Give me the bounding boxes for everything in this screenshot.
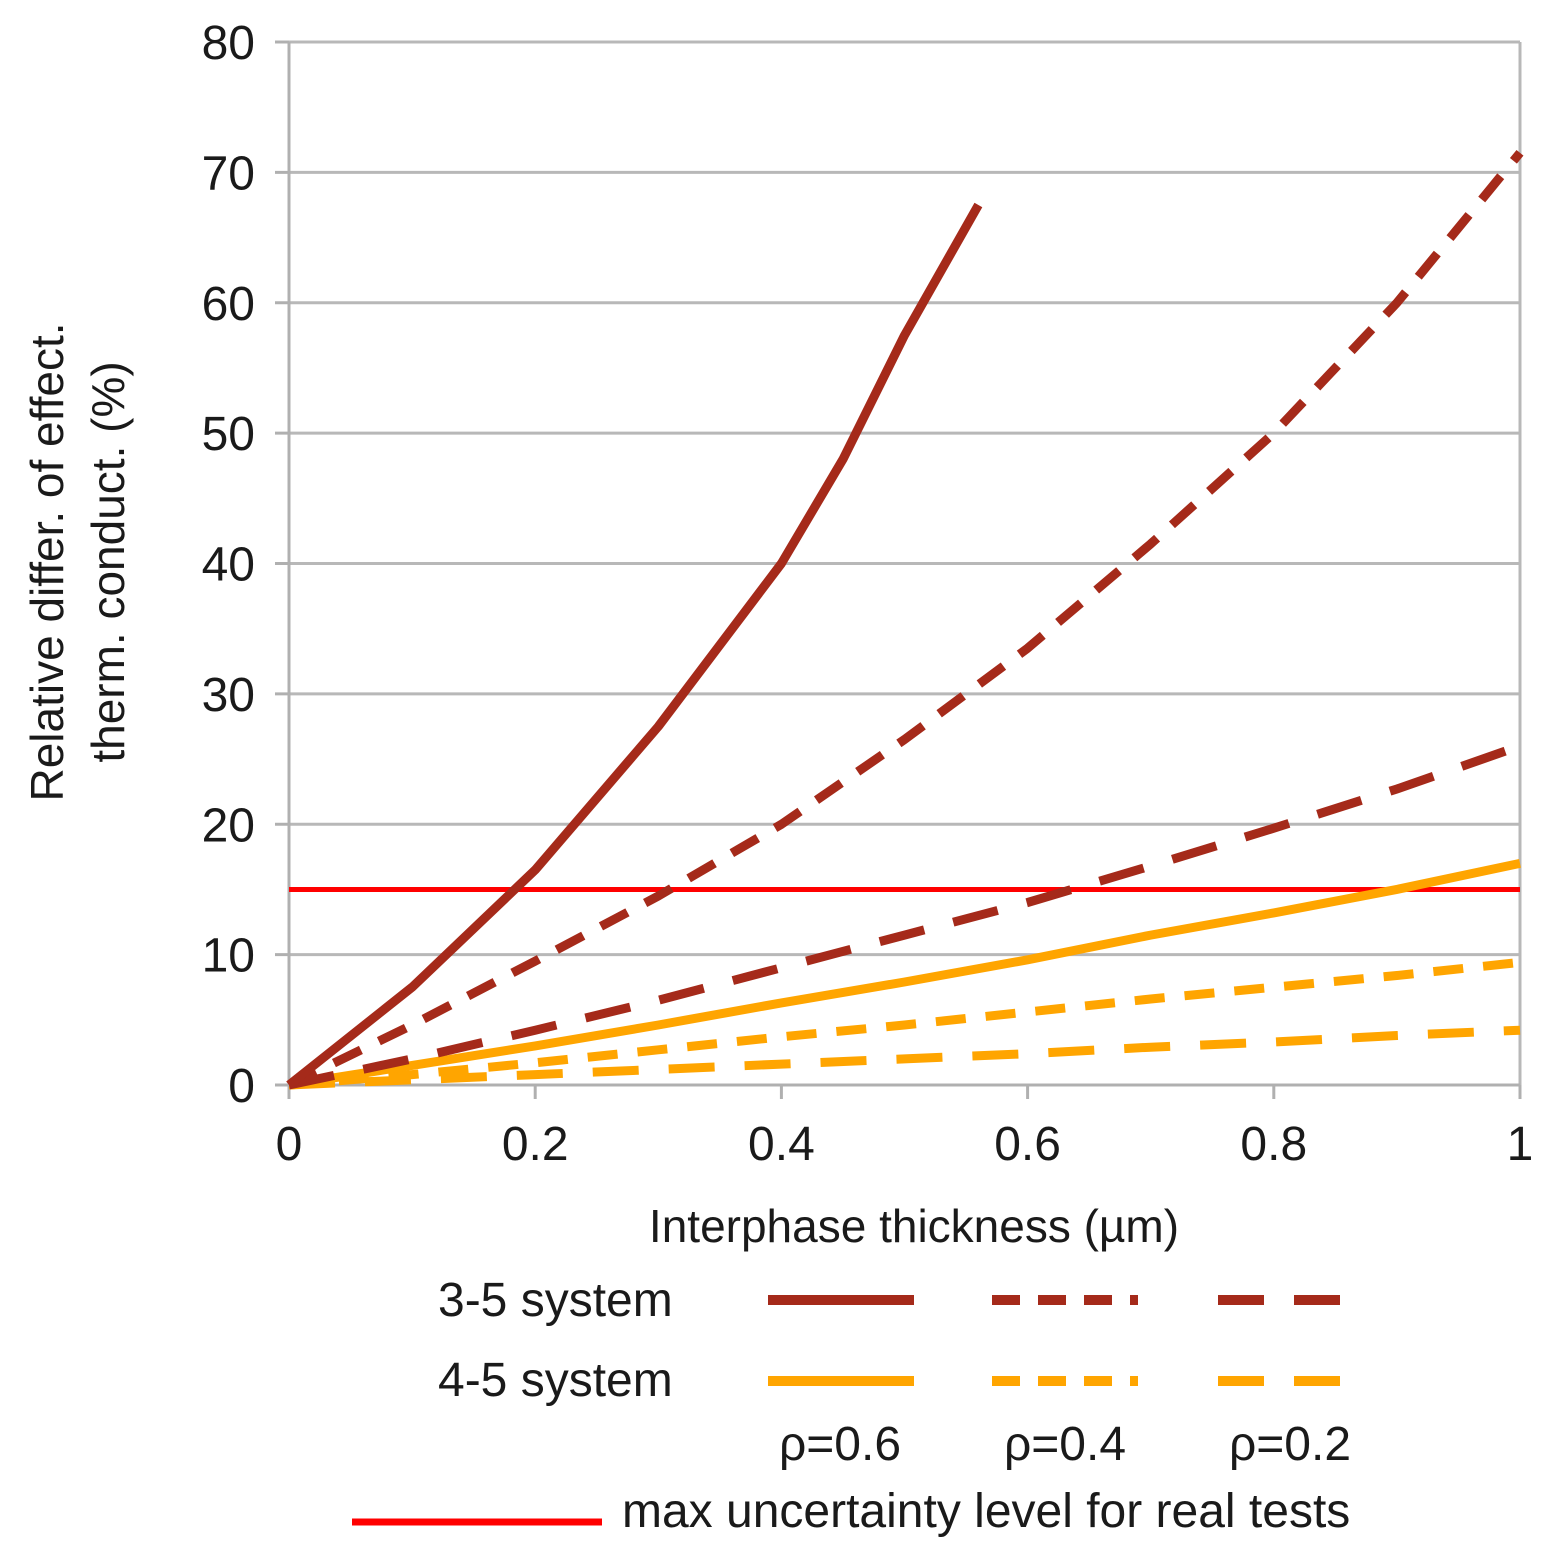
series-line-4-5-rho-0-6: [288, 858, 1521, 1090]
legend-rho-label-2: ρ=0.2: [1229, 1418, 1351, 1471]
y-tick-label-7: 70: [202, 147, 255, 200]
legend-threshold-label: max uncertainty level for real tests: [622, 1485, 1350, 1538]
x-tick-label-5: 1: [1507, 1118, 1534, 1171]
y-tick-label-0: 0: [228, 1060, 255, 1113]
axes: [275, 40, 1522, 1099]
legend-label-4-5-system: 4-5 system: [438, 1354, 673, 1407]
y-tick-label-2: 20: [202, 799, 255, 852]
grid-lines: [289, 40, 1522, 1087]
x-tick-label-4: 0.8: [1240, 1118, 1307, 1171]
legend-rho-label-1: ρ=0.4: [1004, 1418, 1126, 1471]
y-tick-label-1: 10: [202, 930, 255, 983]
y-tick-label-6: 60: [202, 278, 255, 331]
y-tick-label-5: 50: [202, 408, 255, 461]
y-tick-label-8: 80: [202, 17, 255, 70]
y-axis-title-line-1: Relative differ. of effect.: [21, 322, 73, 801]
x-tick-label-2: 0.4: [748, 1118, 815, 1171]
x-tick-label-0: 0: [276, 1118, 303, 1171]
x-tick-label-3: 0.6: [994, 1118, 1061, 1171]
y-tick-label-4: 40: [202, 539, 255, 592]
series-line-3-5-rho-0-6: [286, 202, 983, 1089]
legend-swatches: [768, 1295, 1364, 1386]
series-lines: [286, 149, 1524, 1090]
x-tick-label-1: 0.2: [502, 1118, 569, 1171]
legend-rho-label-0: ρ=0.6: [779, 1418, 901, 1471]
tick-labels: 0 10 20 30 40 50 60 70 80 0 0.2 0.4 0.6 0.8 1: [202, 17, 1534, 1171]
legend: 3-5 system 4-5 system ρ=0.6 ρ=0.4 ρ=0.2 …: [352, 1274, 1364, 1538]
series-line-4-5-rho-0-4: [288, 957, 1521, 1090]
series-line-3-5-rho-0-2: [288, 741, 1522, 1090]
y-axis-title-line-2: therm. conduct. (%): [82, 361, 134, 762]
series-line-3-5-rho-0-4: [287, 149, 1524, 1090]
y-tick-label-3: 30: [202, 669, 255, 722]
series-line-4-5-rho-0-2: [288, 1025, 1521, 1090]
x-axis-title: Interphase thickness (µm): [649, 1200, 1179, 1252]
legend-label-3-5-system: 3-5 system: [438, 1274, 673, 1327]
